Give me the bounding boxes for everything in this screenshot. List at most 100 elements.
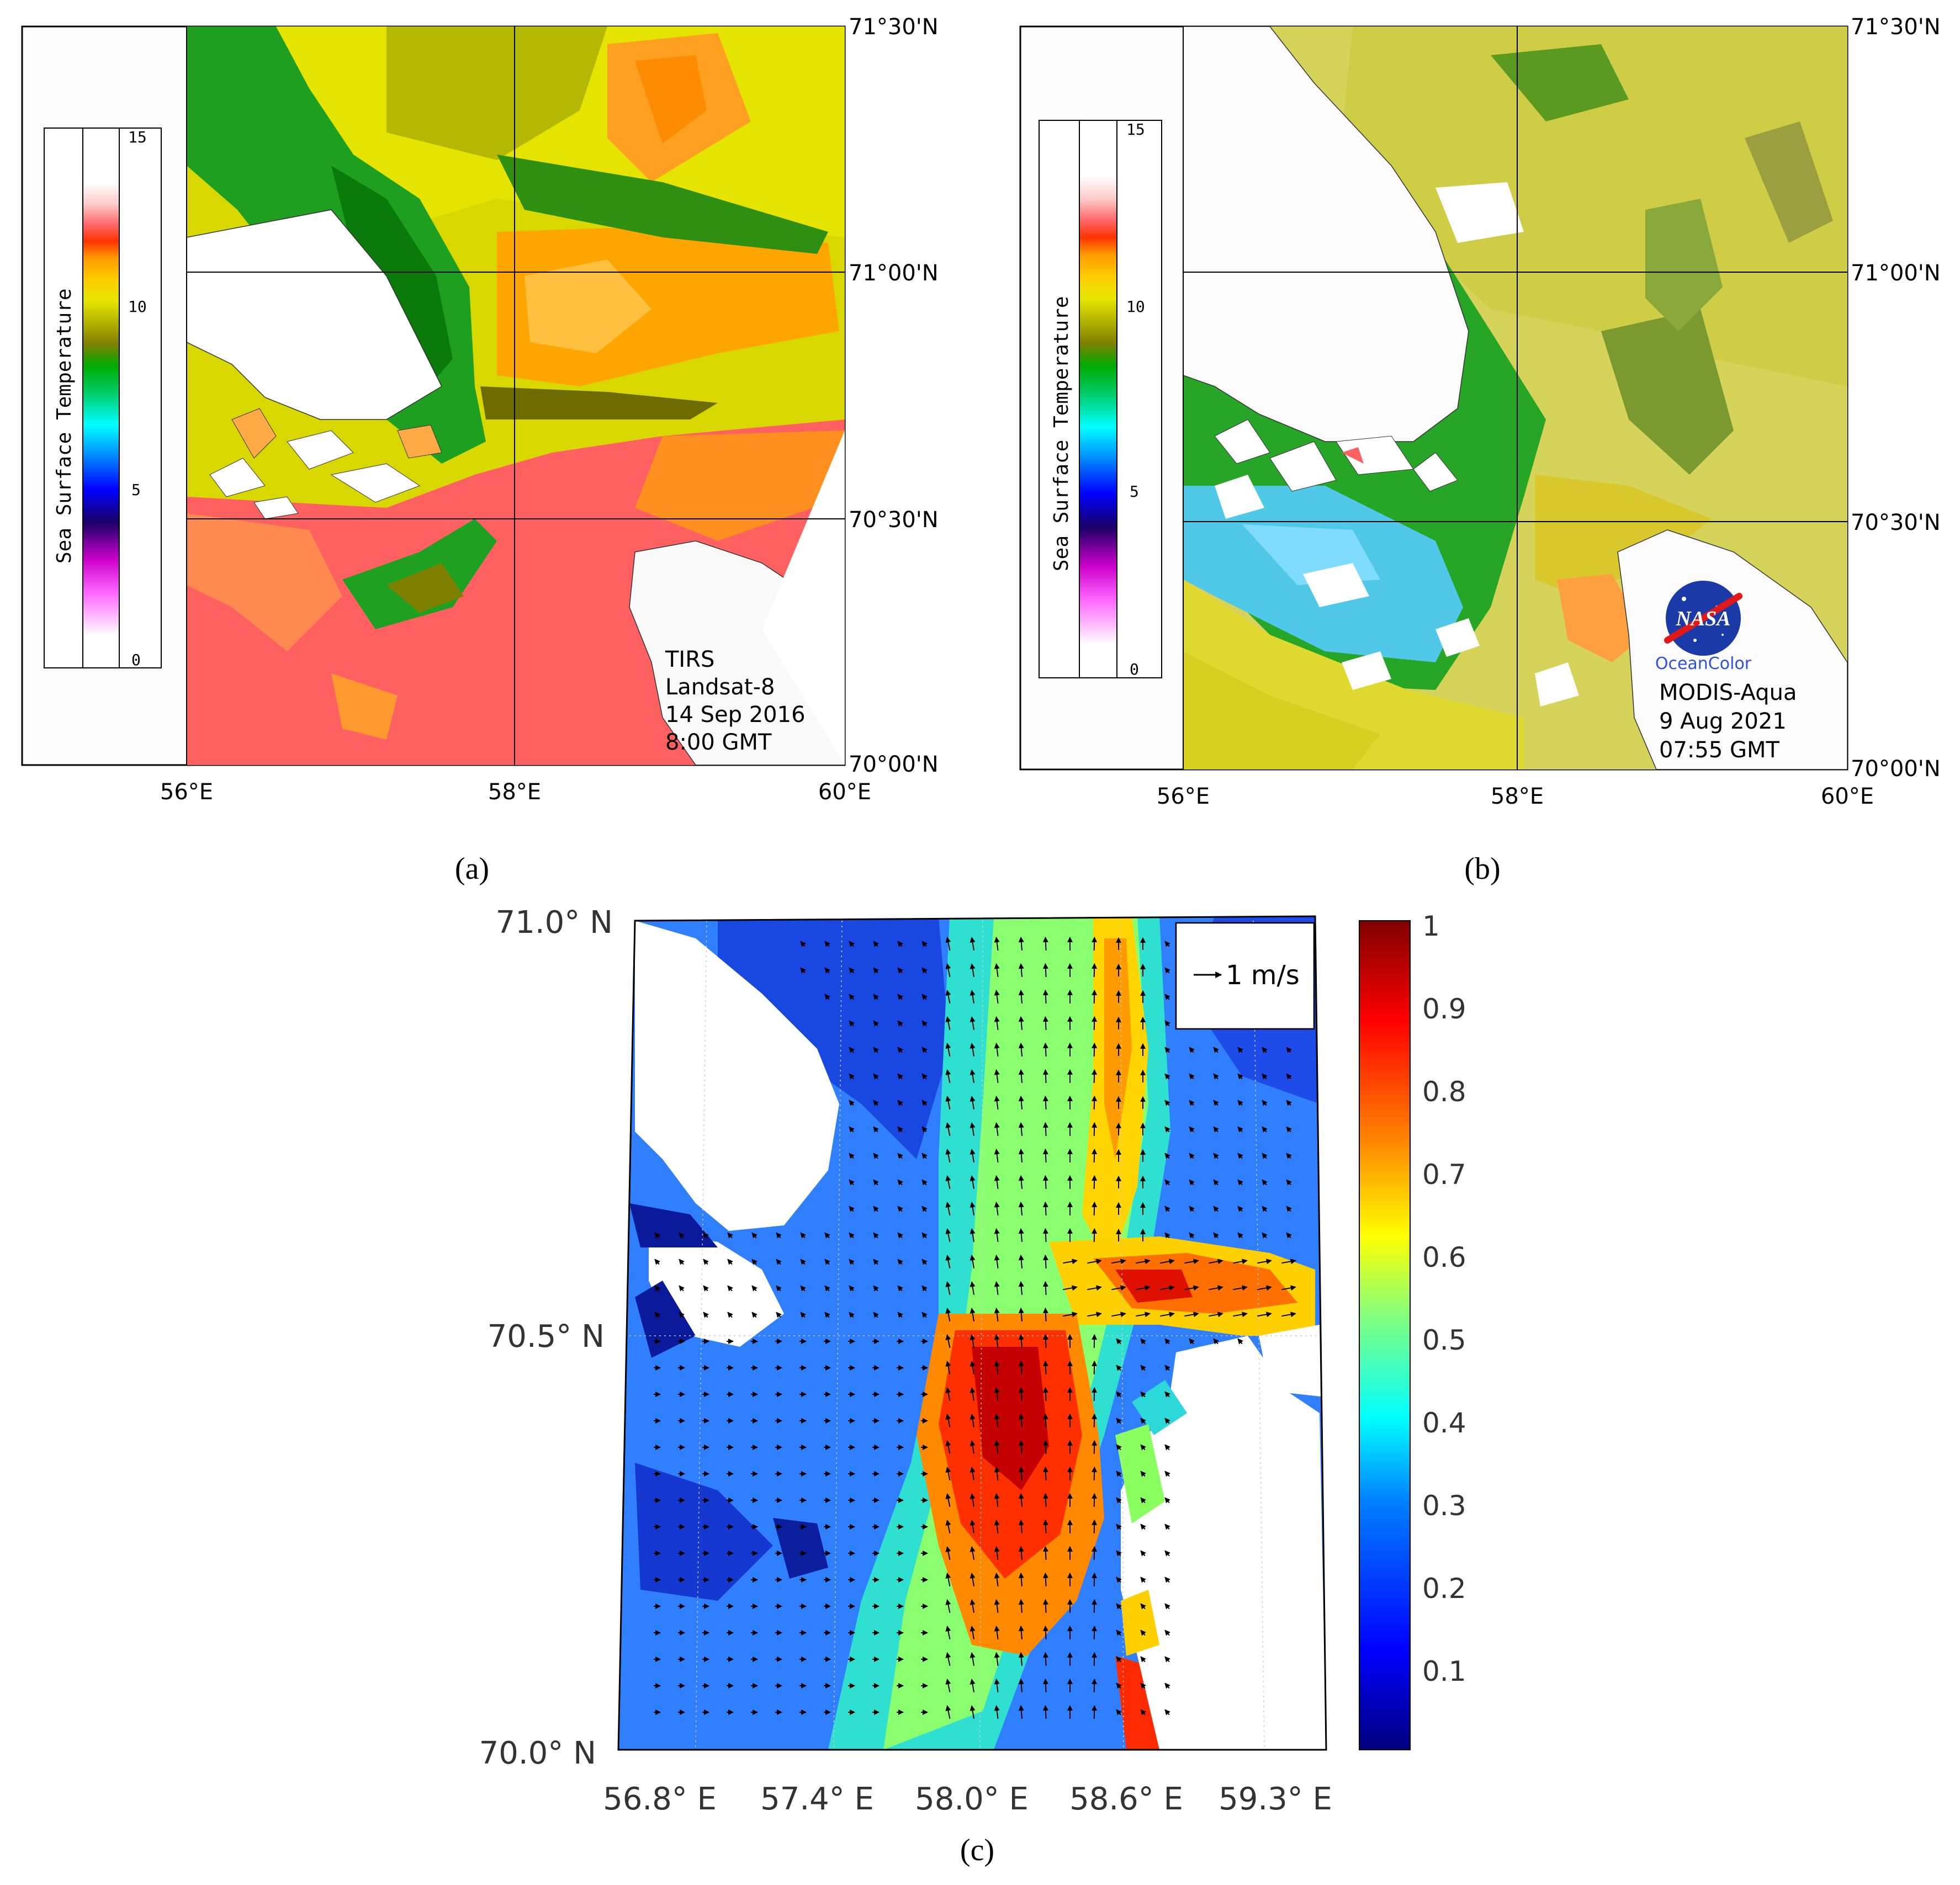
panel-c-lat-labels: 71.0° N 70.5° N 70.0° N (479, 905, 613, 1771)
panel-a-annotation: TIRS Landsat-8 14 Sep 2016 8:00 GMT (665, 647, 806, 755)
velocity-arrow (1164, 1576, 1170, 1583)
velocity-arrow (1092, 937, 1098, 951)
velocity-arrow (897, 1232, 903, 1239)
velocity-arrow (1140, 1682, 1146, 1689)
velocity-arrow (1213, 1153, 1219, 1159)
velocity-arrow (1164, 994, 1170, 1000)
velocity-arrow (970, 1096, 976, 1109)
velocity-arrow (727, 1285, 733, 1292)
velocity-arrow (776, 1259, 782, 1265)
velocity-arrow (849, 1020, 855, 1027)
velocity-arrow (994, 990, 1000, 1004)
panel-c-colorbar-tick: 1 (1422, 910, 1440, 942)
panel-b-colorbar-tick-5: 5 (1130, 482, 1139, 501)
velocity-arrow (945, 1361, 951, 1374)
velocity-arrow (1018, 1281, 1024, 1295)
velocity-arrow (945, 1069, 951, 1083)
velocity-arrow (849, 1232, 855, 1239)
panel-c-colorbar-tick: 0.4 (1422, 1407, 1466, 1439)
panel-b-lat-label: 71°00'N (1851, 261, 1941, 286)
panel-b-lon-label: 56°E (1157, 784, 1210, 809)
panel-c-lat-label: 71.0° N (496, 905, 613, 941)
velocity-arrow (1042, 1573, 1048, 1587)
velocity-arrow (897, 1073, 903, 1080)
panel-a-sst-map (187, 26, 845, 765)
velocity-arrow (1189, 1338, 1195, 1345)
velocity-arrow (970, 1414, 976, 1427)
velocity-arrow (921, 1179, 928, 1186)
velocity-arrow (1018, 1705, 1024, 1719)
velocity-arrow (1189, 1126, 1195, 1133)
velocity-arrow (1237, 1126, 1243, 1133)
velocity-arrow (945, 1626, 951, 1639)
velocity-arrow (1042, 1652, 1048, 1666)
velocity-arrow (751, 1285, 757, 1292)
velocity-arrow (1286, 1153, 1292, 1159)
velocity-arrow (1164, 1444, 1170, 1451)
velocity-arrow (1286, 1126, 1292, 1133)
velocity-arrow (1116, 1444, 1122, 1451)
velocity-arrow (1087, 1259, 1102, 1265)
velocity-arrow (921, 1259, 928, 1265)
velocity-arrow (1233, 1285, 1248, 1291)
velocity-arrow (1164, 967, 1170, 974)
velocity-arrow (994, 1493, 1000, 1507)
velocity-arrow (994, 1096, 1000, 1110)
velocity-arrow (1184, 1259, 1199, 1265)
velocity-arrow (654, 1285, 660, 1292)
velocity-arrow (1237, 1047, 1243, 1053)
velocity-arrow (1164, 1391, 1170, 1398)
velocity-arrow (897, 1259, 903, 1265)
velocity-arrow (1116, 1576, 1122, 1583)
velocity-arrow (1116, 1550, 1122, 1557)
velocity-arrow (1213, 1100, 1219, 1106)
velocity-arrow (921, 967, 928, 974)
velocity-arrow (824, 967, 830, 974)
velocity-arrow (1092, 1599, 1098, 1613)
velocity-arrow (1042, 1679, 1048, 1693)
velocity-arrow (1140, 1523, 1146, 1530)
velocity-arrow (1286, 1047, 1292, 1053)
velocity-arrow (921, 1153, 928, 1159)
velocity-arrow (1018, 1546, 1024, 1560)
velocity-arrow (800, 1285, 806, 1292)
velocity-arrow (1092, 1016, 1098, 1031)
panel-a-lat-labels: 71°30'N 71°00'N 70°30'N 70°00'N (849, 14, 939, 777)
panel-a-lat-label: 70°00'N (849, 752, 939, 777)
velocity-arrow (1042, 1016, 1048, 1031)
panel-c-colorbar-tick: 0.3 (1422, 1490, 1466, 1522)
panel-c-colorbar-tick: 0.7 (1422, 1159, 1466, 1191)
velocity-arrow (1140, 1656, 1146, 1663)
velocity-arrow (994, 1387, 1000, 1401)
velocity-arrow (1140, 1709, 1146, 1716)
panel-b-lat-label: 71°30'N (1851, 14, 1941, 40)
velocity-arrow (994, 1281, 1000, 1295)
velocity-arrow (945, 1679, 951, 1692)
velocity-arrow (654, 1259, 660, 1265)
velocity-arrow (1092, 1573, 1098, 1587)
velocity-arrow (1018, 937, 1024, 951)
velocity-arrow (1189, 1047, 1195, 1053)
velocity-arrow (679, 1311, 685, 1318)
velocity-arrow (1116, 1497, 1122, 1504)
velocity-arrow (1018, 1016, 1024, 1031)
velocity-arrow (1237, 1206, 1243, 1212)
velocity-arrow (654, 1311, 660, 1318)
velocity-arrow (1042, 1096, 1048, 1110)
velocity-arrow (1160, 1311, 1175, 1318)
velocity-arrow (994, 1573, 1000, 1587)
panel-a-lat-label: 71°00'N (849, 261, 939, 286)
velocity-arrow (1018, 1255, 1024, 1269)
velocity-arrow (1140, 1470, 1146, 1477)
velocity-arrow (1213, 1206, 1219, 1212)
panel-b-sensor: MODIS-Aqua (1659, 680, 1797, 705)
velocity-arrow (1140, 1603, 1146, 1610)
velocity-arrow (1116, 1338, 1122, 1345)
velocity-arrow (1281, 1285, 1296, 1291)
velocity-arrow (1262, 1232, 1268, 1239)
velocity-arrow (679, 1285, 685, 1292)
velocity-arrow (921, 941, 928, 947)
panel-a-lat-label: 71°30'N (849, 14, 939, 40)
velocity-arrow (873, 1153, 879, 1159)
panel-a-colorbar-tick-10: 10 (128, 298, 147, 316)
